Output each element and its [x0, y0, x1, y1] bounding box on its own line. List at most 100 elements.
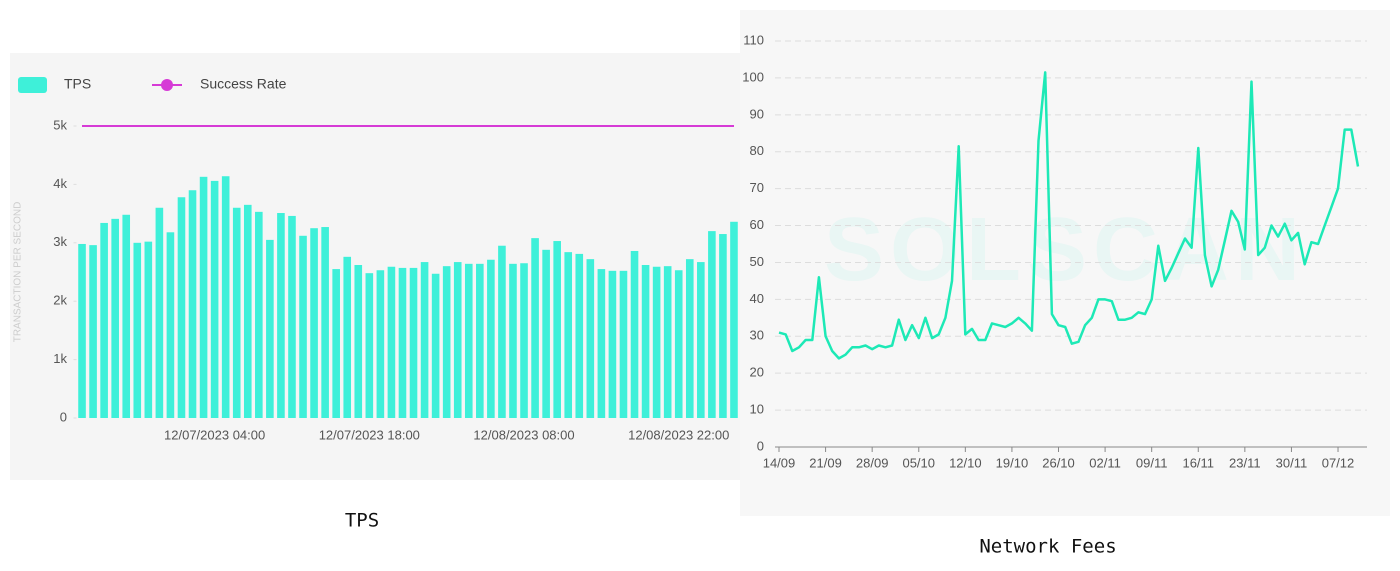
bar — [376, 270, 385, 418]
bar — [730, 221, 738, 418]
y-tick-label: 0 — [60, 409, 67, 424]
caption: Network Fees — [979, 536, 1116, 558]
bar — [663, 266, 672, 418]
bar — [332, 269, 340, 418]
x-tick-label: 14/09 — [763, 455, 796, 470]
bar — [608, 270, 617, 418]
bar — [431, 273, 440, 418]
bar — [288, 215, 296, 418]
y-tick-label: 30 — [750, 328, 764, 343]
bar — [453, 262, 462, 418]
bar — [277, 213, 285, 418]
y-tick-label: 100 — [742, 69, 764, 84]
bar — [708, 231, 716, 418]
bar — [553, 241, 561, 418]
legend-swatch — [18, 77, 47, 93]
x-tick-label: 12/07/2023 18:00 — [319, 427, 420, 442]
y-tick-label: 80 — [750, 143, 764, 158]
bar — [166, 232, 175, 418]
bar — [464, 263, 473, 418]
legend-label: TPS — [64, 76, 91, 92]
bar — [221, 176, 230, 418]
bar — [243, 204, 252, 418]
bar — [232, 207, 241, 418]
x-tick-label: 07/12 — [1322, 455, 1355, 470]
bar — [188, 190, 197, 418]
bar — [387, 266, 396, 418]
x-tick-label: 19/10 — [996, 455, 1029, 470]
bar — [476, 263, 484, 418]
legend-swatch — [161, 79, 173, 91]
bar — [365, 273, 374, 418]
bar — [685, 259, 694, 418]
x-tick-label: 16/11 — [1182, 455, 1214, 470]
x-tick-label: 09/11 — [1136, 455, 1168, 470]
bar — [630, 250, 639, 418]
bar — [354, 264, 363, 418]
bar — [100, 222, 108, 418]
bar — [697, 262, 705, 418]
bar — [255, 211, 263, 418]
watermark: SOLSCAN — [824, 200, 1306, 300]
y-axis-label: TRANSACTION PER SECOND — [13, 202, 24, 343]
x-tick-label: 12/08/2023 08:00 — [473, 427, 574, 442]
x-tick-label: 12/10 — [949, 455, 982, 470]
bar — [487, 259, 495, 418]
bar — [531, 238, 539, 418]
bar — [586, 259, 595, 418]
y-tick-label: 110 — [743, 32, 764, 47]
bar — [719, 234, 727, 418]
bar — [674, 270, 683, 418]
bar — [564, 252, 573, 418]
x-tick-label: 12/08/2023 22:00 — [628, 427, 729, 442]
y-tick-label: 90 — [750, 106, 764, 121]
y-tick-label: 4k — [53, 176, 67, 191]
y-tick-label: 60 — [750, 217, 764, 232]
y-tick-label: 20 — [750, 365, 764, 380]
y-tick-label: 10 — [750, 402, 764, 417]
x-tick-label: 12/07/2023 04:00 — [164, 427, 265, 442]
bar — [299, 235, 307, 418]
fee-line — [778, 71, 1360, 360]
fees-panel — [740, 10, 1390, 516]
x-tick-label: 05/10 — [902, 455, 935, 470]
bar — [641, 264, 650, 418]
y-tick-label: 50 — [750, 254, 764, 269]
bar — [652, 266, 661, 418]
bar — [78, 243, 86, 418]
y-tick-label: 5k — [53, 117, 67, 132]
caption: TPS — [345, 510, 379, 532]
bar — [122, 214, 131, 418]
legend-label: Success Rate — [200, 76, 287, 92]
bar — [321, 227, 329, 418]
bar — [199, 176, 208, 418]
bar — [409, 267, 418, 418]
tps-panel — [10, 53, 740, 480]
x-tick-label: 26/10 — [1042, 455, 1075, 470]
x-tick-label: 21/09 — [809, 455, 842, 470]
x-tick-label: 28/09 — [856, 455, 889, 470]
bar — [111, 218, 119, 418]
y-tick-label: 3k — [53, 234, 67, 249]
y-tick-label: 2k — [53, 293, 67, 308]
bar — [210, 180, 219, 418]
bar — [155, 207, 164, 418]
bar — [597, 269, 606, 418]
bar — [420, 262, 429, 418]
bar — [266, 239, 274, 418]
bar — [89, 245, 97, 418]
bar — [542, 249, 550, 418]
y-tick-label: 0 — [757, 438, 764, 453]
bar — [520, 263, 528, 418]
x-tick-label: 30/11 — [1276, 455, 1308, 470]
bar — [398, 267, 407, 418]
bar — [619, 270, 628, 418]
bar — [310, 228, 318, 418]
x-tick-label: 02/11 — [1089, 455, 1121, 470]
y-tick-label: 40 — [750, 291, 764, 306]
bar — [442, 266, 451, 418]
bar — [144, 241, 153, 418]
bar — [509, 263, 517, 418]
